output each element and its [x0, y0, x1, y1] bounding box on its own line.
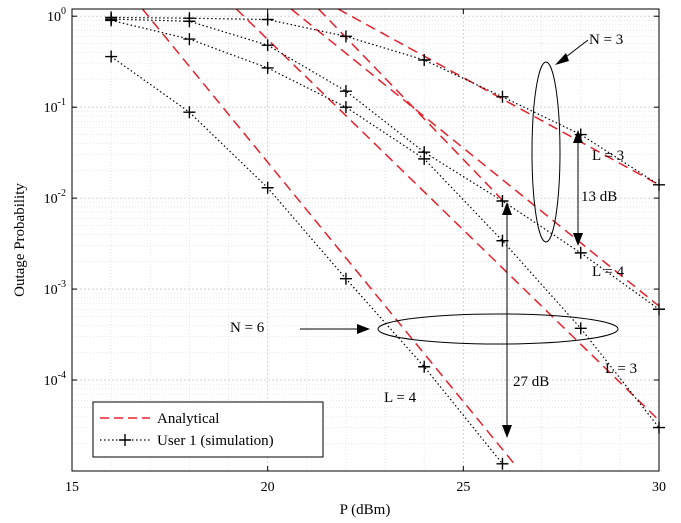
annotations: N = 3 N = 6 L = 3 L = 4 L = 3 L = 4 13 d… — [230, 32, 637, 438]
13db-arrow-head-bottom — [573, 233, 583, 246]
annotation-27db: 27 dB — [513, 374, 549, 390]
simulation-marker — [339, 85, 352, 98]
x-tick-label: 20 — [261, 480, 275, 495]
simulation-marker — [418, 53, 431, 66]
legend: Analytical User 1 (simulation) — [92, 401, 324, 458]
annotation-n3: N = 3 — [589, 32, 623, 48]
n3-ellipse — [531, 61, 561, 243]
simulation-marker — [183, 106, 196, 119]
simulation-marker — [339, 101, 352, 114]
simulation-marker — [183, 15, 196, 28]
simulation-marker — [496, 234, 509, 247]
annotation-l3-lower: L = 3 — [605, 361, 637, 377]
simulation-line — [111, 18, 660, 310]
simulation-marker — [105, 14, 118, 27]
legend-simulation-marker — [119, 434, 131, 446]
27db-arrow-head-bottom — [502, 425, 512, 438]
x-tick-label: 30 — [652, 480, 666, 495]
annotation-n6: N = 6 — [230, 320, 265, 336]
simulation-line — [110, 19, 660, 428]
simulation-marker — [496, 90, 509, 103]
simulation-marker — [496, 194, 509, 207]
27db-arrow-head-top — [502, 202, 512, 215]
simulation-marker — [261, 181, 274, 194]
simulation-marker — [105, 50, 118, 63]
y-axis-label: Outage Probability — [12, 183, 28, 297]
legend-box — [92, 401, 324, 458]
x-tick-label: 25 — [456, 480, 470, 495]
simulation-marker — [418, 152, 431, 165]
simulation-series — [105, 11, 665, 470]
n3-arrow-head — [555, 53, 569, 65]
legend-simulation-label: User 1 (simulation) — [157, 433, 274, 449]
y-tick-label: 10-2 — [44, 188, 66, 207]
simulation-line — [111, 16, 660, 186]
simulation-marker — [261, 13, 274, 26]
y-tick-label: 10-3 — [44, 279, 66, 298]
analytical-line — [235, 8, 660, 421]
x-axis-label: P (dBm) — [340, 502, 391, 518]
annotation-13db: 13 dB — [581, 189, 617, 205]
simulation-marker — [496, 457, 509, 470]
simulation-marker — [183, 33, 196, 46]
annotation-l3-upper: L = 3 — [592, 148, 624, 164]
13db-arrow-head-top — [573, 130, 583, 143]
x-tick-label: 15 — [65, 480, 79, 495]
simulation-marker — [339, 30, 352, 43]
simulation-line — [110, 56, 503, 465]
annotation-l4-upper: L = 4 — [592, 264, 625, 280]
simulation-marker — [339, 272, 352, 285]
simulation-marker — [261, 61, 274, 74]
analytical-line — [317, 8, 504, 201]
analytical-line — [141, 8, 515, 465]
legend-analytical-label: Analytical — [157, 411, 219, 427]
plot-frame — [71, 8, 660, 472]
n6-ellipse — [377, 313, 619, 345]
annotation-l4-lower: L = 4 — [384, 390, 417, 406]
y-tick-label: 100 — [47, 6, 66, 25]
simulation-marker — [261, 39, 274, 52]
n6-arrow-head — [357, 324, 370, 334]
simulation-marker — [574, 322, 587, 335]
simulation-marker — [574, 246, 587, 259]
y-tick-label: 10-4 — [44, 370, 66, 389]
y-tick-label: 10-1 — [44, 97, 66, 116]
simulation-marker — [418, 360, 431, 373]
